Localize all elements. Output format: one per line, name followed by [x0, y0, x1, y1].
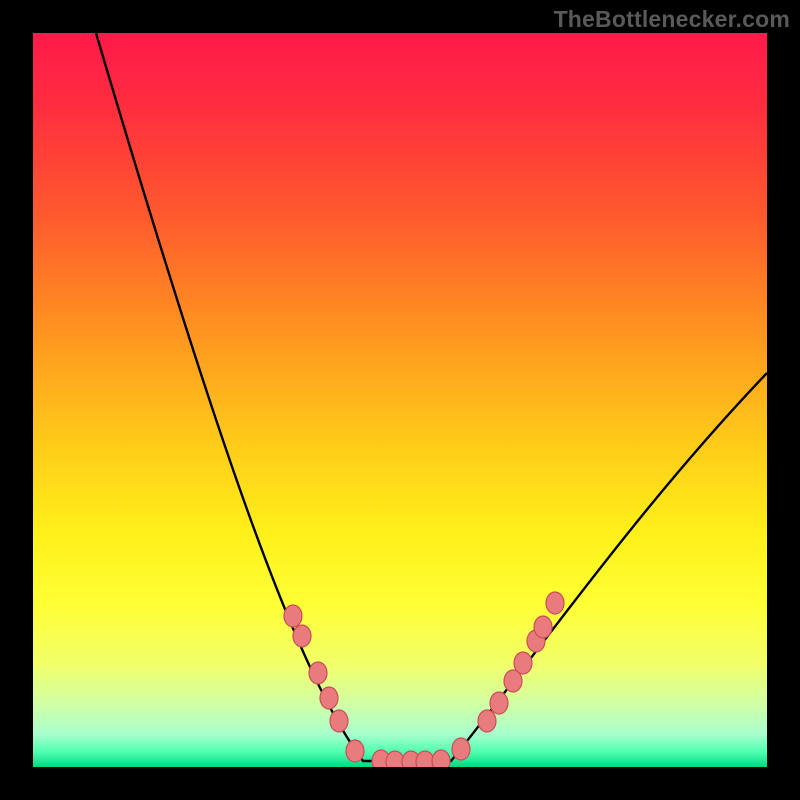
marker-right-0	[452, 738, 470, 760]
plot-svg	[33, 33, 767, 767]
chart-container: TheBottlenecker.com	[0, 0, 800, 800]
marker-bottom-1	[386, 751, 404, 767]
marker-left-1	[293, 625, 311, 647]
marker-right-2	[490, 692, 508, 714]
marker-right-1	[478, 710, 496, 732]
marker-left-0	[284, 605, 302, 627]
marker-right-4	[514, 652, 532, 674]
marker-left-2	[309, 662, 327, 684]
marker-left-5	[346, 740, 364, 762]
marker-right-7	[546, 592, 564, 614]
marker-left-3	[320, 687, 338, 709]
marker-right-6	[534, 616, 552, 638]
marker-left-4	[330, 710, 348, 732]
watermark-text: TheBottlenecker.com	[554, 6, 790, 33]
plot-area	[33, 33, 767, 767]
marker-bottom-4	[432, 750, 450, 767]
marker-bottom-3	[416, 751, 434, 767]
gradient-background	[33, 33, 767, 767]
